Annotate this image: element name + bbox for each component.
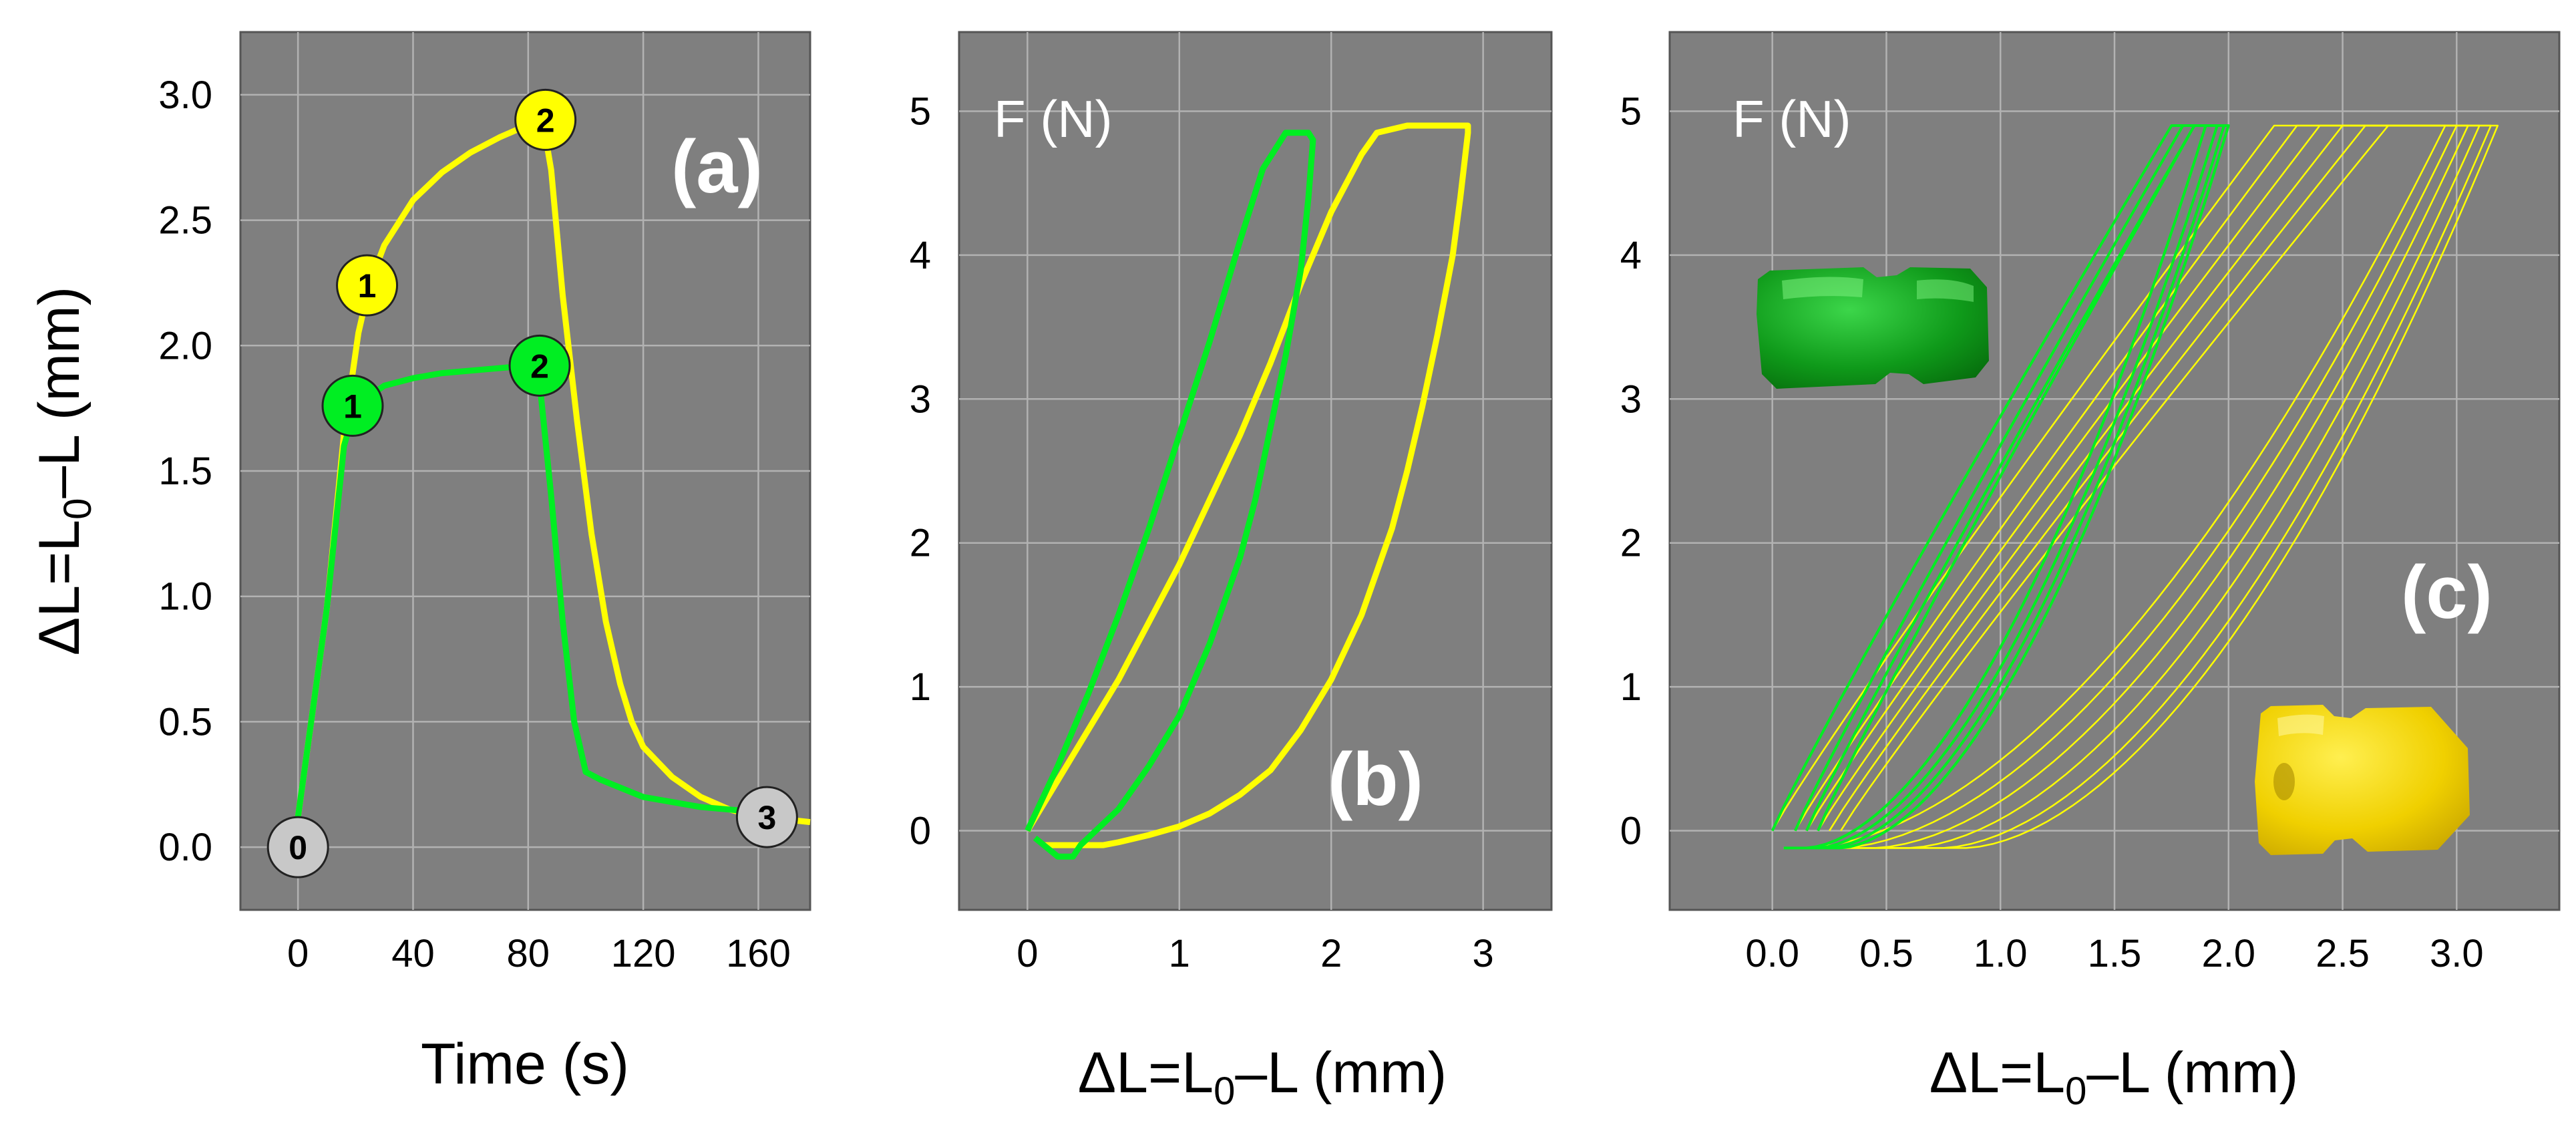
y-tick-label: 0.5 — [158, 700, 212, 744]
green-sample-photo — [1757, 267, 1989, 389]
panel-c: 0.0 0.5 1.0 1.5 2.0 2.5 3.0 0 1 2 3 4 5 F (N) (c) Δ… — [1620, 31, 2561, 1113]
state-marker-label: 0 — [289, 829, 307, 866]
panel-c-series — [1771, 124, 2499, 850]
y-tick-label: 1 — [910, 665, 931, 709]
y-tick-label: 0 — [910, 810, 931, 853]
x-tick-label: 0 — [287, 932, 309, 975]
y-tick-label: 3 — [1620, 377, 1642, 421]
yellow-loop — [1025, 122, 1471, 848]
state-marker-label: 1 — [358, 267, 377, 305]
panel-a-letter: (a) — [671, 125, 763, 208]
panel-c-y-ticks: 0 1 2 3 4 5 — [1620, 90, 1642, 852]
state-marker — [266, 816, 329, 878]
x-tick-label: 0.0 — [1745, 932, 1799, 975]
state-marker-label: 3 — [757, 799, 776, 836]
panel-c-x-label-main: ΔL=L — [1929, 1041, 2065, 1105]
y-tick-label: 5 — [910, 90, 931, 133]
y-tick-label: 4 — [910, 234, 931, 277]
x-tick-label: 0 — [1017, 932, 1038, 975]
panel-b-x-ticks: 0 1 2 3 — [1017, 932, 1494, 975]
yellow-sample-photo — [2255, 705, 2470, 855]
y-tick-label: 3 — [910, 377, 931, 421]
x-tick-label: 1.5 — [2088, 932, 2142, 975]
x-tick-label: 1 — [1169, 932, 1190, 975]
panel-a-y-axis-label: ΔL=L0–L (mm) — [27, 287, 100, 656]
yellow-sample-hole — [2273, 763, 2295, 800]
panel-a-y-label-sub: 0 — [56, 498, 100, 520]
yellow-sample-highlight — [2277, 714, 2324, 736]
y-tick-label: 2.5 — [158, 199, 212, 242]
x-tick-label: 40 — [391, 932, 435, 975]
y-tick-label: 2 — [910, 522, 931, 565]
panel-b-series — [1025, 122, 1471, 860]
panel-c-inner-label: F (N) — [1732, 90, 1851, 148]
state-marker — [735, 786, 798, 848]
panel-c-letter: (c) — [2401, 550, 2493, 634]
yellow-sample-shape — [2255, 705, 2470, 855]
x-tick-label: 2.5 — [2316, 932, 2370, 975]
state-marker — [508, 334, 571, 397]
panel-b-x-label-main: ΔL=L — [1078, 1041, 1214, 1105]
green-sample-highlight-2 — [1917, 279, 1974, 302]
panel-a-markers: 0 1 2 1 2 3 — [266, 88, 798, 878]
panel-c-x-label-tail: –L (mm) — [2086, 1041, 2298, 1105]
panel-a-y-ticks: 0.0 0.5 1.0 1.5 2.0 2.5 3.0 — [158, 73, 212, 869]
y-tick-label: 1.0 — [158, 575, 212, 619]
state-marker — [321, 374, 384, 437]
x-tick-label: 2.0 — [2201, 932, 2255, 975]
y-tick-label: 1.5 — [158, 450, 212, 493]
y-tick-label: 0 — [1620, 810, 1642, 853]
panel-b-grid — [959, 32, 1551, 910]
x-tick-label: 80 — [507, 932, 550, 975]
state-marker-label: 1 — [343, 387, 362, 425]
green-loop — [1025, 130, 1316, 860]
panel-a-x-axis-label: Time (s) — [421, 1032, 629, 1096]
y-tick-label: 4 — [1620, 234, 1642, 277]
panel-a-x-ticks: 0 40 80 120 160 — [287, 932, 791, 975]
panel-a-y-label-tail: –L (mm) — [27, 287, 91, 498]
x-tick-label: 3 — [1473, 932, 1494, 975]
x-tick-label: 1.0 — [1974, 932, 2028, 975]
panel-b-inner-label: F (N) — [994, 90, 1113, 148]
y-tick-label: 3.0 — [158, 73, 212, 117]
panel-c-x-axis-label: ΔL=L0–L (mm) — [1929, 1041, 2299, 1113]
panel-a: 0 1 2 1 2 3 0 40 80 120 160 0.0 0.5 1.0 1.5 2.0 2.5 3.0… — [27, 31, 811, 1096]
panel-b-letter: (b) — [1328, 738, 1423, 821]
x-tick-label: 160 — [726, 932, 791, 975]
x-tick-label: 3.0 — [2430, 932, 2484, 975]
green-cycle — [1817, 124, 2230, 850]
y-tick-label: 2 — [1620, 522, 1642, 565]
state-marker — [514, 88, 577, 151]
panel-b-x-label-tail: –L (mm) — [1235, 1041, 1447, 1105]
panel-b-x-label-sub: 0 — [1214, 1070, 1235, 1113]
y-tick-label: 2.0 — [158, 324, 212, 367]
x-tick-label: 2 — [1320, 932, 1342, 975]
yellow-cycle — [1840, 124, 2499, 849]
panel-c-x-label-sub: 0 — [2065, 1070, 2086, 1113]
state-marker — [336, 254, 399, 317]
x-tick-label: 120 — [611, 932, 676, 975]
y-tick-label: 0.0 — [158, 826, 212, 869]
panel-b-y-ticks: 0 1 2 3 4 5 — [910, 90, 931, 852]
state-marker-label: 2 — [530, 347, 549, 385]
panel-b-x-axis-label: ΔL=L0–L (mm) — [1078, 1041, 1447, 1113]
y-tick-label: 5 — [1620, 90, 1642, 133]
panel-a-y-label-main: ΔL=L — [27, 520, 91, 655]
green-sample-highlight — [1782, 277, 1863, 299]
x-tick-label: 0.5 — [1859, 932, 1913, 975]
state-marker-label: 2 — [536, 102, 555, 139]
y-tick-label: 1 — [1620, 665, 1642, 709]
panel-c-x-ticks: 0.0 0.5 1.0 1.5 2.0 2.5 3.0 — [1745, 932, 2483, 975]
